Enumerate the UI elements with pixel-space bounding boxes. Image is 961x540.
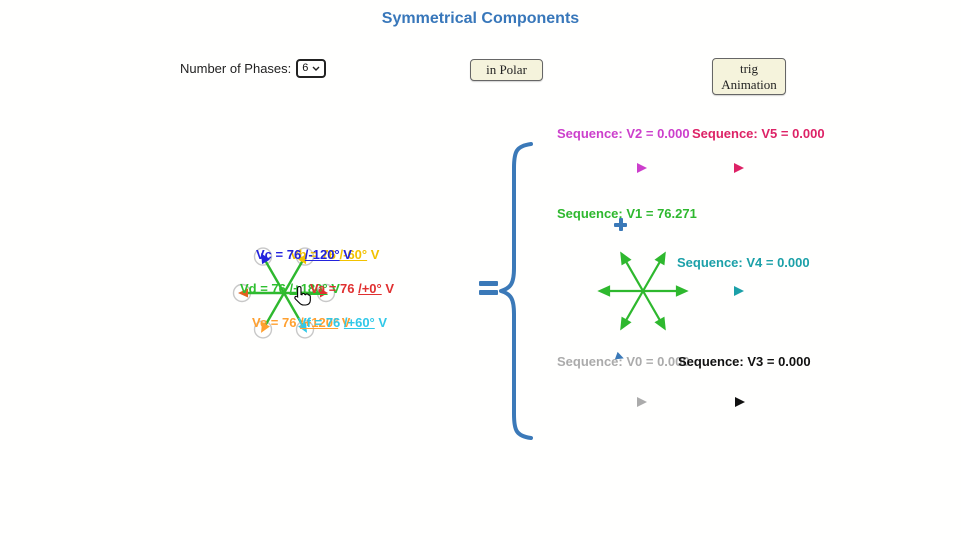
hand-cursor-icon: [294, 285, 311, 306]
trig-animation-label-line1: trig: [739, 60, 759, 76]
seq-v3-phasor-arrow: [735, 397, 745, 407]
arrowhead-vf[interactable]: [298, 322, 307, 333]
phasor-label-va: Va = 76 /+0° V: [310, 281, 395, 296]
sequence-v1-star: [597, 251, 689, 331]
trig-animation-label-line2: Animation: [721, 76, 777, 92]
sequence-label-v3: Sequence: V3 = 0.000: [678, 354, 811, 369]
sequence-label-v1: Sequence: V1 = 76.271: [557, 206, 697, 221]
arrowhead-ve[interactable]: [261, 322, 270, 333]
trig-animation-button[interactable]: trig Animation: [712, 58, 786, 95]
controls-row: Number of Phases: 6: [180, 58, 327, 78]
phases-select[interactable]: 6: [296, 58, 327, 78]
sequence-label-v5: Sequence: V5 = 0.000: [692, 126, 825, 141]
sequence-label-v2: Sequence: V2 = 0.000: [557, 126, 690, 141]
phases-select-value: 6: [302, 62, 309, 74]
seq-v5-phasor-arrow: [734, 163, 744, 173]
seq-v2-phasor-arrow: [637, 163, 647, 173]
seq-v4-phasor-arrow: [734, 286, 744, 296]
curly-brace: [499, 142, 533, 440]
in-polar-button-label: in Polar: [486, 62, 527, 78]
phasor-diagram: [232, 247, 336, 339]
seq-v0-phasor-arrow: [637, 397, 647, 407]
phases-label: Number of Phases:: [180, 60, 292, 76]
phasor-handle-ve[interactable]: [253, 320, 273, 339]
page-title: Symmetrical Components: [381, 10, 580, 27]
phasor-label-vf: Vf = 76 /+60° V: [298, 315, 388, 330]
phasor-handle-vb[interactable]: [295, 247, 315, 266]
in-polar-button[interactable]: in Polar: [470, 59, 543, 81]
phasor-label-ve: Ve = 76 /+120° V: [252, 315, 351, 330]
arrowhead-vd[interactable]: [238, 288, 248, 298]
plus-icon: [614, 218, 627, 231]
sequence-label-v4: Sequence: V4 = 0.000: [677, 255, 810, 270]
chevron-down-icon: [312, 66, 320, 71]
phasor-handle-vf[interactable]: [295, 320, 315, 339]
phasor-handle-vc[interactable]: [253, 247, 273, 266]
arrowhead-vc[interactable]: [261, 253, 270, 265]
phasor-label-vc: Vc = 76 /-120° V: [256, 247, 352, 262]
arrowhead-va[interactable]: [320, 288, 328, 298]
arrowhead-vb[interactable]: [298, 253, 307, 265]
phasor-label-vb: Vb = 76 /-60° V: [290, 247, 380, 262]
sequence-label-v0: Sequence: V0 = 0.000: [557, 354, 690, 369]
